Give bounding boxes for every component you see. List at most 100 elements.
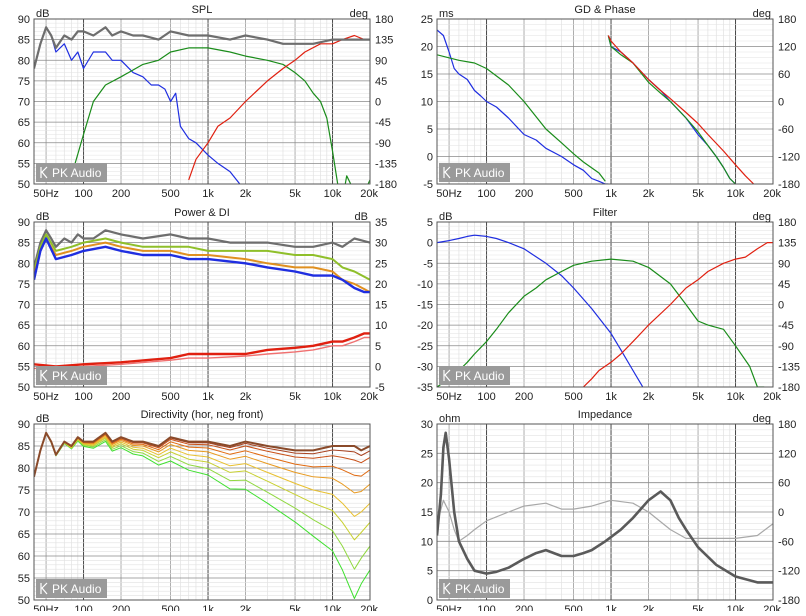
x-tick-label: 200 — [112, 604, 130, 611]
y-tick-label: 50 — [18, 595, 30, 607]
y-tick-label: 75 — [18, 485, 30, 497]
y-tick-label-right: 20 — [375, 279, 387, 291]
series-group — [34, 431, 370, 599]
logo-badge — [36, 163, 107, 182]
x-tick-label: 1k — [605, 604, 617, 611]
x-tick-label: 10k — [727, 604, 745, 611]
series-line-4 — [34, 26, 370, 69]
y-tick-label-right: -180 — [778, 179, 800, 191]
y-tick-label: 15 — [421, 69, 433, 81]
y-tick-label-right: 0 — [778, 507, 784, 519]
x-tick-label: 200 — [515, 391, 533, 403]
y-tick-label-right: 0 — [375, 97, 381, 109]
y-tick-label: 0 — [427, 595, 433, 607]
plot-border — [33, 423, 371, 601]
plot-border — [436, 18, 774, 185]
x-tick-label: 50Hz — [33, 604, 59, 611]
y-tick-label-right: 180 — [778, 217, 796, 229]
series-line-5 — [607, 35, 755, 184]
plot-border — [436, 221, 774, 388]
x-tick-label: 100 — [477, 391, 495, 403]
x-tick-label: 1k — [202, 188, 214, 200]
series-group — [437, 234, 773, 387]
series-line-3 — [582, 242, 773, 387]
x-tick-label: 10k — [324, 188, 342, 200]
x-tick-label: 500 — [161, 391, 179, 403]
y-tick-label: 65 — [18, 529, 30, 541]
y-axis-label-left: dB — [36, 8, 49, 20]
pk-audio-logo: PK Audio — [36, 163, 107, 182]
y-axis-label-left: ohm — [439, 413, 460, 425]
x-tick-label: 500 — [564, 188, 582, 200]
y-tick-label-right: 135 — [375, 35, 393, 47]
y-tick-label: -15 — [417, 300, 433, 312]
x-tick-label: 2k — [643, 604, 655, 611]
y-tick-label-right: 90 — [778, 258, 790, 270]
pk-audio-logo: PK Audio — [439, 163, 510, 182]
y-axis-label-right: deg — [753, 8, 771, 20]
y-tick-label-right: -5 — [375, 382, 385, 394]
y-axis-label-left: dB — [439, 211, 452, 223]
chart-title: Directivity (hor, neg front) — [141, 409, 264, 421]
y-tick-label: 85 — [18, 35, 30, 47]
y-tick-label-right: -180 — [778, 595, 800, 607]
y-tick-label-right: 0 — [778, 300, 784, 312]
series-line-3 — [34, 237, 370, 293]
series-line-3 — [188, 34, 370, 181]
y-tick-label: 10 — [421, 536, 433, 548]
series-line-2 — [70, 47, 370, 184]
x-tick-label: 200 — [515, 604, 533, 611]
y-tick-label: -5 — [423, 179, 433, 191]
series-group — [34, 229, 370, 370]
x-tick-label: 5k — [692, 188, 704, 200]
x-tick-label: 100 — [477, 188, 495, 200]
y-tick-label: 80 — [18, 463, 30, 475]
x-tick-label: 100 — [74, 188, 92, 200]
x-tick-label: 500 — [161, 188, 179, 200]
x-tick-label: 100 — [74, 604, 92, 611]
series-line-2 — [34, 233, 370, 281]
logo-mark-icon — [443, 582, 451, 595]
y-tick-label-right: -120 — [778, 152, 800, 164]
y-tick-label: 60 — [18, 138, 30, 150]
y-tick-label: 65 — [18, 320, 30, 332]
series-line-4 — [34, 237, 370, 294]
y-tick-label-right: 35 — [375, 217, 387, 229]
chart-panel-4: Filter dB -35 -30 -25 -20 -15 -10 -5 0 5 deg -180 -13… — [417, 207, 800, 403]
chart-title: Impedance — [578, 409, 632, 421]
y-tick-label-right: 0 — [778, 97, 784, 109]
series-line-1 — [34, 26, 241, 184]
pk-audio-logo: PK Audio — [36, 579, 107, 598]
y-tick-label: -10 — [417, 279, 433, 291]
y-tick-label: 5 — [427, 217, 433, 229]
logo-badge — [36, 579, 107, 598]
y-tick-label-right: 60 — [778, 69, 790, 81]
y-tick-label: 15 — [421, 507, 433, 519]
y-axis-label-right: deg — [753, 211, 771, 223]
y-tick-label-right: 120 — [778, 42, 796, 54]
x-tick-label: 20k — [763, 188, 781, 200]
y-tick-label-right: 30 — [375, 238, 387, 250]
y-tick-label: 65 — [18, 117, 30, 129]
x-tick-label: 1k — [202, 604, 214, 611]
y-tick-label: 50 — [18, 382, 30, 394]
y-tick-label-right: 45 — [375, 76, 387, 88]
x-tick-label: 20k — [763, 604, 781, 611]
y-tick-label: 20 — [421, 42, 433, 54]
y-tick-label: 70 — [18, 97, 30, 109]
y-tick-label: 90 — [18, 14, 30, 26]
y-axis-label-left: ms — [439, 8, 454, 20]
plot-border — [33, 18, 371, 185]
y-tick-label: 0 — [427, 152, 433, 164]
x-tick-label: 5k — [692, 604, 704, 611]
logo-text: PK Audio — [52, 166, 102, 180]
y-tick-label: 70 — [18, 507, 30, 519]
y-tick-label: -30 — [417, 361, 433, 373]
y-tick-label-right: -45 — [778, 320, 794, 332]
logo-text: PK Audio — [52, 582, 102, 596]
pk-audio-logo: PK Audio — [36, 366, 107, 385]
y-tick-label: 30 — [421, 419, 433, 431]
x-tick-label: 100 — [477, 604, 495, 611]
y-tick-label-right: -180 — [778, 382, 800, 394]
y-tick-label: 70 — [18, 300, 30, 312]
